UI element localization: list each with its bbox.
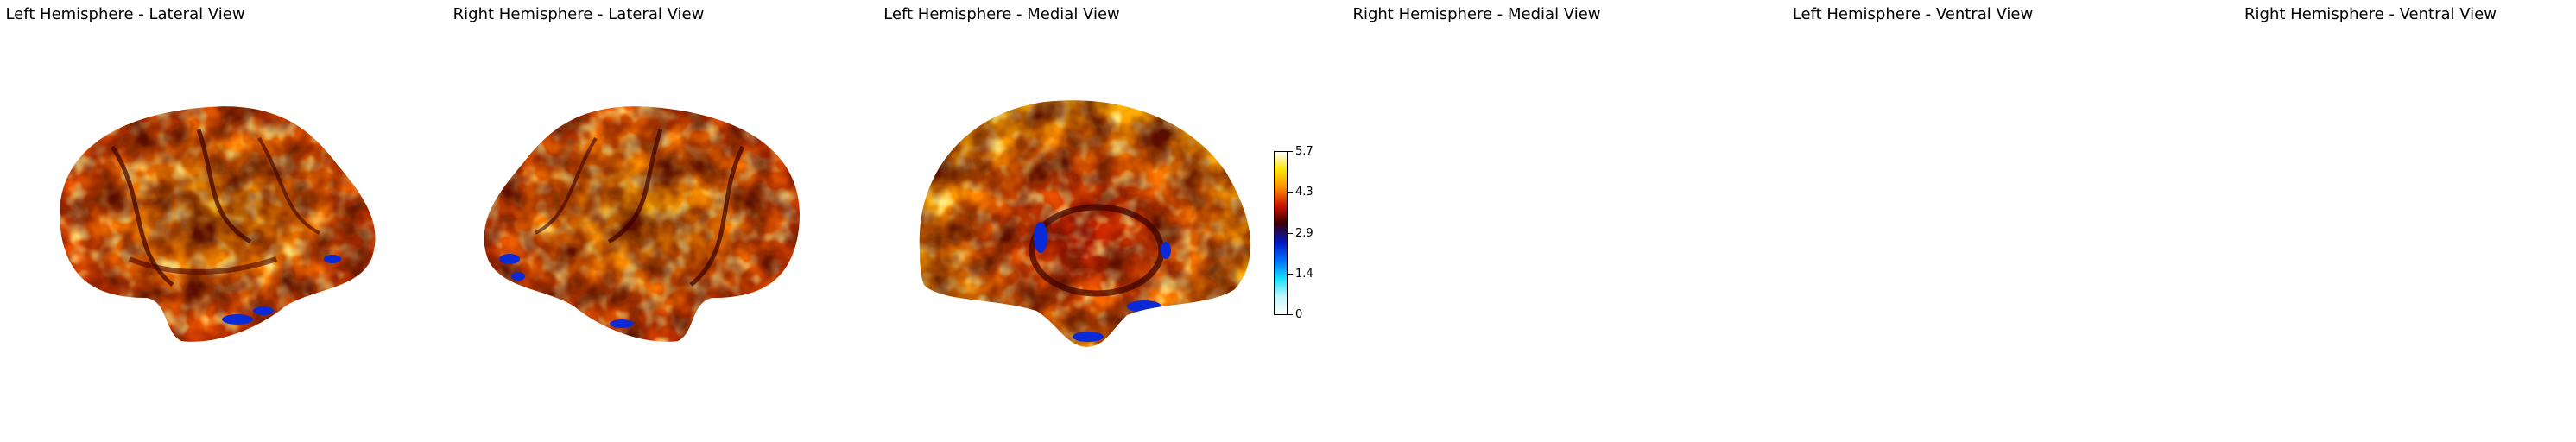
panel-title: Left Hemisphere - Lateral View xyxy=(5,5,245,23)
colorbar-tick-label: 0 xyxy=(1295,308,1303,321)
colorbar-tick xyxy=(1288,314,1293,315)
colorbar-tick xyxy=(1288,274,1293,275)
colorbar-tick xyxy=(1288,233,1293,234)
brain-right-lateral xyxy=(484,106,800,342)
colorbar-tick-label: 4.3 xyxy=(1295,186,1313,199)
colorbar xyxy=(1274,151,1288,315)
brain-left-medial xyxy=(919,100,1251,347)
colorbar-tick xyxy=(1288,151,1293,152)
panel-title: Right Hemisphere - Medial View xyxy=(1352,5,1601,23)
brain-left-lateral xyxy=(60,106,376,342)
panel-title: Left Hemisphere - Ventral View xyxy=(1792,5,2034,23)
colorbar-tick xyxy=(1288,192,1293,193)
panel-left-medial: Left Hemisphere - Medial View xyxy=(872,0,1131,442)
colorbar-tick-label: 5.7 xyxy=(1295,145,1313,158)
panel-title: Right Hemisphere - Lateral View xyxy=(453,5,705,23)
panel-title: Right Hemisphere - Ventral View xyxy=(2244,5,2497,23)
colorbar-tick-label: 2.9 xyxy=(1295,227,1313,240)
colorbar-tick-label: 1.4 xyxy=(1295,268,1313,281)
panel-left-lateral: Left Hemisphere - Lateral View xyxy=(0,0,250,442)
panel-title: Left Hemisphere - Medial View xyxy=(883,5,1120,23)
panel-right-medial: Right Hemisphere - Medial View xyxy=(1347,0,1606,442)
panel-left-ventral: Left Hemisphere - Ventral View xyxy=(1779,0,2047,442)
panel-right-ventral: Right Hemisphere - Ventral View xyxy=(2237,0,2504,442)
panel-right-lateral: Right Hemisphere - Lateral View xyxy=(449,0,708,442)
